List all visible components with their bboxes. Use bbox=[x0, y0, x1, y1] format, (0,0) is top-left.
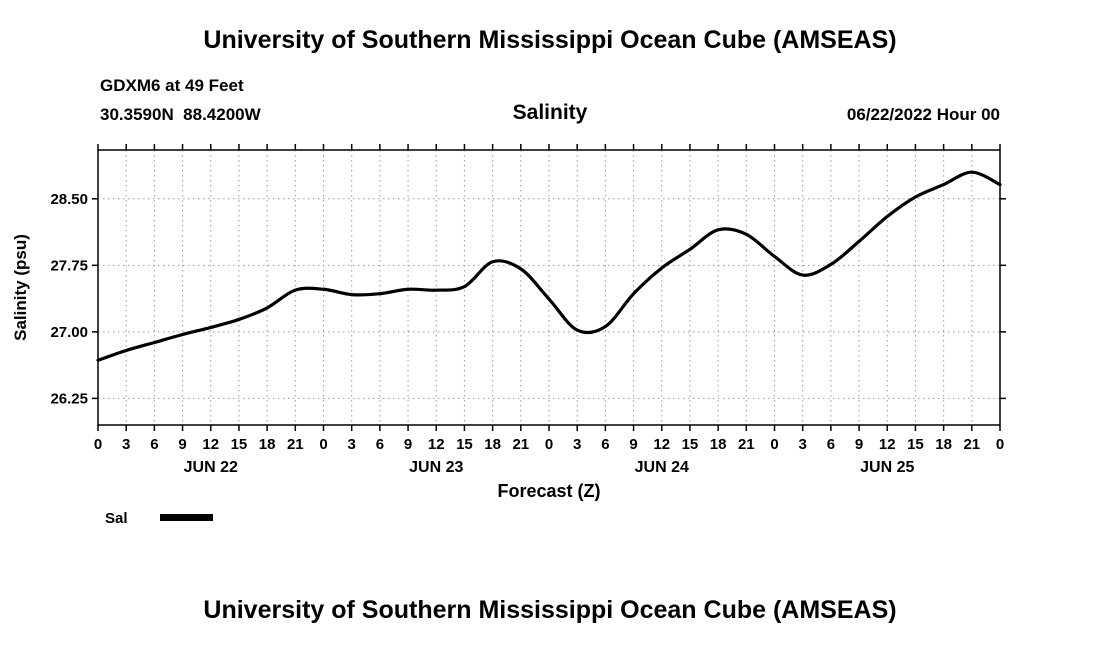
x-tick-label: 15 bbox=[231, 436, 248, 453]
salinity-chart: 0 3 6 9 12 15 18 21 0 3 6 9 12 15 18 21 0 3 6 9 12 15 18 21 0 3 6 9… bbox=[11, 144, 1006, 527]
x-tick-label: 9 bbox=[404, 436, 412, 453]
day-label: JUN 25 bbox=[860, 459, 914, 476]
y-tick-label: 27.75 bbox=[50, 257, 88, 274]
x-tick-label: 0 bbox=[94, 436, 102, 453]
x-tick-label: 0 bbox=[545, 436, 553, 453]
x-tick-label: 3 bbox=[122, 436, 130, 453]
x-tick-label: 21 bbox=[963, 436, 980, 453]
day-label: JUN 22 bbox=[184, 459, 238, 476]
x-tick-label: 9 bbox=[629, 436, 637, 453]
x-tick-label: 18 bbox=[935, 436, 952, 453]
x-tick-label: 3 bbox=[348, 436, 356, 453]
footer-title: University of Southern Mississippi Ocean… bbox=[203, 596, 897, 624]
coordinates-label: 30.3590N 88.4200W bbox=[100, 105, 261, 124]
x-tick-label: 12 bbox=[653, 436, 670, 453]
day-label: JUN 24 bbox=[635, 459, 689, 476]
x-tick-label: 18 bbox=[710, 436, 727, 453]
x-tick-label: 15 bbox=[682, 436, 699, 453]
legend-label: Sal bbox=[105, 510, 128, 527]
x-tick-label: 12 bbox=[202, 436, 219, 453]
x-tick-label: 15 bbox=[907, 436, 924, 453]
x-tick-label: 6 bbox=[376, 436, 384, 453]
x-tick-label: 18 bbox=[259, 436, 276, 453]
page-title: University of Southern Mississippi Ocean… bbox=[203, 26, 897, 54]
x-tick-label: 12 bbox=[428, 436, 445, 453]
y-tick-label: 28.50 bbox=[50, 191, 88, 208]
legend-line-sample bbox=[160, 514, 213, 521]
x-tick-label: 18 bbox=[484, 436, 501, 453]
salinity-line bbox=[96, 170, 1002, 362]
x-tick-label: 6 bbox=[601, 436, 609, 453]
x-tick-label: 15 bbox=[456, 436, 473, 453]
y-axis-title: Salinity (psu) bbox=[11, 234, 30, 341]
x-tick-label: 3 bbox=[573, 436, 581, 453]
x-tick-label: 21 bbox=[512, 436, 529, 453]
run-time-label: 06/22/2022 Hour 00 bbox=[846, 105, 1000, 124]
x-tick-label: 21 bbox=[287, 436, 304, 453]
day-label: JUN 23 bbox=[409, 459, 463, 476]
x-tick-label: 0 bbox=[319, 436, 327, 453]
gridlines bbox=[97, 150, 1001, 425]
x-tick-label: 0 bbox=[996, 436, 1004, 453]
x-tick-label: 9 bbox=[855, 436, 863, 453]
y-tick-label: 27.00 bbox=[50, 324, 88, 341]
x-tick-label: 21 bbox=[738, 436, 755, 453]
x-tick-label: 12 bbox=[879, 436, 896, 453]
x-tick-label: 3 bbox=[799, 436, 807, 453]
x-tick-label: 6 bbox=[150, 436, 158, 453]
x-axis-title: Forecast (Z) bbox=[497, 481, 600, 501]
y-tick-label: 26.25 bbox=[50, 390, 88, 407]
plot-title: Salinity bbox=[512, 101, 588, 124]
station-label: GDXM6 at 49 Feet bbox=[100, 76, 244, 95]
x-tick-label: 0 bbox=[770, 436, 778, 453]
x-tick-label: 6 bbox=[827, 436, 835, 453]
axes bbox=[92, 144, 1006, 431]
x-tick-label: 9 bbox=[178, 436, 186, 453]
legend: Sal bbox=[105, 510, 213, 527]
axis-labels: 0 3 6 9 12 15 18 21 0 3 6 9 12 15 18 21 0 3 6 9 12 15 18 21 0 3 6 9… bbox=[11, 191, 1004, 501]
